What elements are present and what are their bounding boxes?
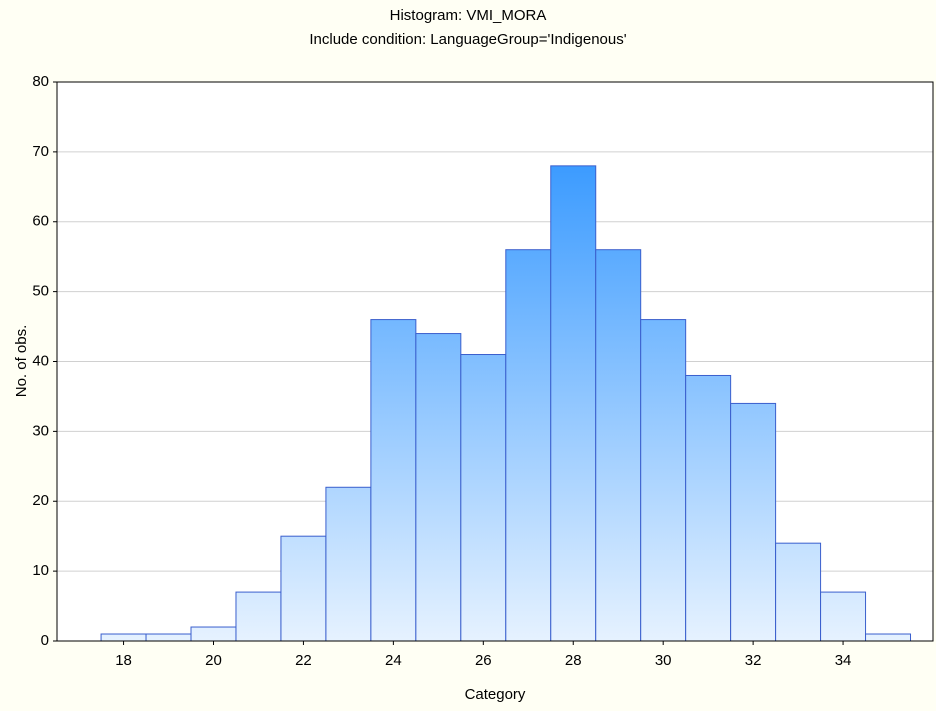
x-tick-label: 24 — [385, 652, 402, 669]
y-tick-label: 70 — [32, 143, 49, 160]
x-tick-label: 18 — [115, 652, 132, 669]
y-tick-label: 30 — [32, 422, 49, 439]
x-tick-label: 28 — [565, 652, 582, 669]
bar — [685, 374, 732, 642]
y-tick-label: 20 — [32, 492, 49, 509]
bar — [190, 626, 237, 642]
x-tick-label: 34 — [835, 652, 852, 669]
y-axis-label: No. of obs. — [13, 325, 30, 398]
x-axis-label: Category — [465, 686, 526, 703]
bar — [505, 249, 552, 642]
x-tick-label: 20 — [205, 652, 222, 669]
bar — [415, 333, 462, 642]
bar — [865, 633, 912, 642]
y-tick-label: 50 — [32, 283, 49, 300]
y-tick-label: 40 — [32, 352, 49, 369]
bar — [145, 633, 192, 642]
bar — [730, 402, 777, 642]
chart-title: Histogram: VMI_MORA — [390, 7, 547, 24]
bar — [640, 319, 687, 642]
bar — [370, 319, 417, 642]
x-tick-label: 32 — [745, 652, 762, 669]
y-tick-label: 80 — [32, 73, 49, 90]
bar — [280, 535, 327, 642]
y-tick-label: 10 — [32, 562, 49, 579]
bar — [820, 591, 867, 642]
bar — [100, 633, 147, 642]
bar — [775, 542, 822, 642]
x-tick-label: 22 — [295, 652, 312, 669]
x-tick-label: 30 — [655, 652, 672, 669]
bar — [460, 354, 507, 642]
y-tick-label: 60 — [32, 213, 49, 230]
bar — [550, 165, 597, 642]
bar — [325, 486, 372, 642]
bar — [595, 249, 642, 642]
chart-subtitle: Include condition: LanguageGroup='Indige… — [309, 31, 626, 48]
bar — [235, 591, 282, 642]
x-tick-label: 26 — [475, 652, 492, 669]
y-tick-label: 0 — [41, 632, 49, 649]
